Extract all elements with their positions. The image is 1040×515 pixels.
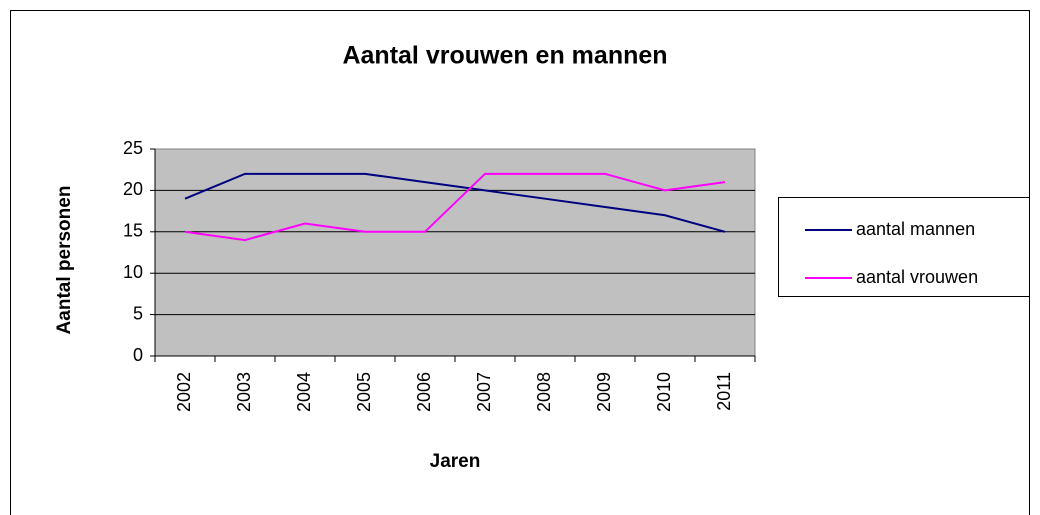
- y-tick-label: 25: [123, 138, 143, 158]
- chart-title: Aantal vrouwen en mannen: [342, 42, 667, 70]
- legend-label: aantal mannen: [856, 219, 975, 239]
- y-tick-label: 20: [123, 179, 143, 199]
- x-tick-label: 2008: [534, 372, 554, 412]
- plot-area: [154, 148, 756, 357]
- y-tick-label: 10: [123, 262, 143, 282]
- x-tick-label: 2010: [654, 372, 674, 412]
- line-series: [184, 172, 726, 242]
- y-tick-label: 15: [123, 221, 143, 241]
- x-tick-label: 2006: [414, 372, 434, 412]
- x-tick-label: 2005: [354, 372, 374, 412]
- x-tick-label: 2007: [474, 372, 494, 412]
- y-tick-label: 5: [133, 303, 143, 323]
- x-axis-title: Jaren: [430, 451, 481, 472]
- x-tick-label: 2011: [714, 372, 734, 411]
- x-tick-label: 2004: [294, 372, 314, 412]
- y-axis-title: Aantal personen: [54, 186, 75, 335]
- legend: [778, 197, 1030, 297]
- y-tick-label: 0: [133, 345, 143, 365]
- x-tick-label: 2002: [174, 372, 194, 412]
- x-tick-label: 2009: [594, 372, 614, 412]
- line-series: [184, 172, 726, 233]
- legend-label: aantal vrouwen: [856, 267, 978, 287]
- x-tick-label: 2003: [234, 372, 254, 412]
